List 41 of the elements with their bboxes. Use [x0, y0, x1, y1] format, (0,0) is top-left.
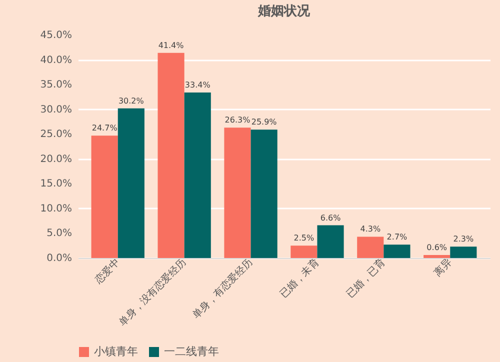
data-label: 2.5%	[294, 234, 314, 243]
y-tick-label: 20.0%	[40, 154, 72, 165]
data-label: 41.4%	[158, 40, 184, 50]
data-label: 2.7%	[386, 232, 408, 242]
bar	[384, 244, 410, 258]
y-tick-label: 45.0%	[40, 30, 72, 41]
y-tick-label: 40.0%	[40, 54, 72, 66]
y-tick-label: 30.0%	[40, 104, 72, 116]
bar	[224, 128, 251, 258]
bar	[290, 246, 318, 258]
data-label: 4.3%	[360, 224, 381, 234]
y-tick-label: 25.0%	[40, 129, 72, 140]
bar	[118, 108, 144, 258]
y-tick-label: 10.0%	[40, 203, 72, 214]
bar	[184, 92, 211, 258]
data-label: 0.6%	[426, 243, 448, 252]
y-tick-label: 35.0%	[40, 80, 72, 91]
bar	[450, 246, 477, 258]
y-tick-label: 15.0%	[40, 178, 72, 190]
legend-label: 一二线青年	[164, 345, 219, 358]
bar	[91, 136, 118, 258]
bar	[250, 130, 278, 258]
legend-label: 小镇青年	[94, 345, 138, 358]
x-tick-label: 恋爱中	[92, 256, 122, 287]
data-label: 6.6%	[320, 213, 342, 222]
data-label: 33.4%	[184, 80, 211, 90]
y-tick-label: 5.0%	[46, 228, 72, 240]
x-tick-label: 已婚，未育	[278, 256, 322, 300]
y-tick-label: 0.0%	[46, 253, 72, 264]
data-label: 24.7%	[92, 124, 118, 133]
data-label: 30.2%	[118, 96, 144, 106]
bar	[357, 236, 384, 258]
x-tick-label: 已婚，已育	[344, 256, 388, 300]
data-label: 25.9%	[251, 118, 278, 127]
bar	[317, 225, 344, 258]
chart-title: 婚姻状况	[257, 4, 311, 19]
bar	[424, 255, 450, 258]
bar	[158, 52, 184, 258]
x-tick-label: 离异	[432, 256, 454, 279]
data-label: 2.3%	[453, 234, 474, 244]
data-label: 26.3%	[224, 116, 251, 125]
